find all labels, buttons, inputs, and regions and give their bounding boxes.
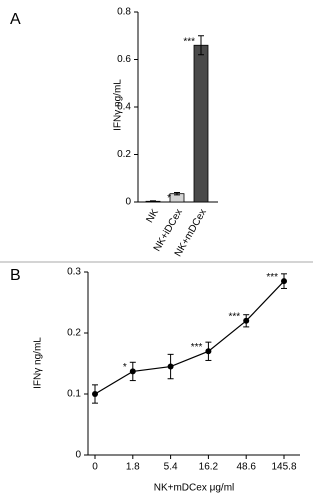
significance-label: ***: [191, 342, 203, 353]
x-tick-label: 16.2: [199, 462, 219, 473]
y-tick-label: 0.4: [117, 102, 131, 113]
y-tick-label: 0.2: [67, 328, 81, 339]
bar: [193, 44, 209, 203]
data-point: [243, 317, 250, 324]
significance-label: ***: [266, 272, 278, 283]
data-line: [94, 280, 285, 395]
y-tick-label: 0.2: [117, 149, 131, 160]
significance-label: ***: [229, 311, 241, 322]
y-axis-title: IFNγ ng/mL: [33, 337, 44, 389]
significance-label: *: [167, 193, 171, 204]
y-tick-label: 0.6: [117, 54, 131, 65]
data-point: [92, 391, 98, 397]
x-tick-label: 48.6: [236, 462, 256, 473]
x-tick-label: 1.8: [126, 462, 140, 473]
y-tick-label: 0.8: [117, 7, 131, 18]
x-tick-label: 145.8: [271, 462, 296, 473]
x-tick-label: NK: [144, 207, 161, 225]
panel-label: A: [10, 11, 21, 28]
y-tick-label: 0.1: [67, 389, 81, 400]
x-tick-label: 5.4: [164, 462, 178, 473]
data-point: [129, 368, 136, 375]
significance-label: *: [123, 362, 127, 373]
y-axis-title: IFNγ ng/mL: [113, 79, 124, 131]
significance-label: ***: [183, 36, 195, 47]
y-tick-label: 0: [75, 450, 81, 461]
data-point: [281, 278, 287, 285]
data-point: [205, 348, 212, 355]
y-tick-label: 0.3: [67, 267, 81, 278]
x-tick-label: 0: [92, 462, 98, 473]
y-tick-label: 0: [125, 197, 131, 208]
x-axis-title: NK+mDCex μg/ml: [154, 483, 235, 494]
data-point: [167, 363, 174, 370]
panel-label: B: [10, 267, 21, 284]
